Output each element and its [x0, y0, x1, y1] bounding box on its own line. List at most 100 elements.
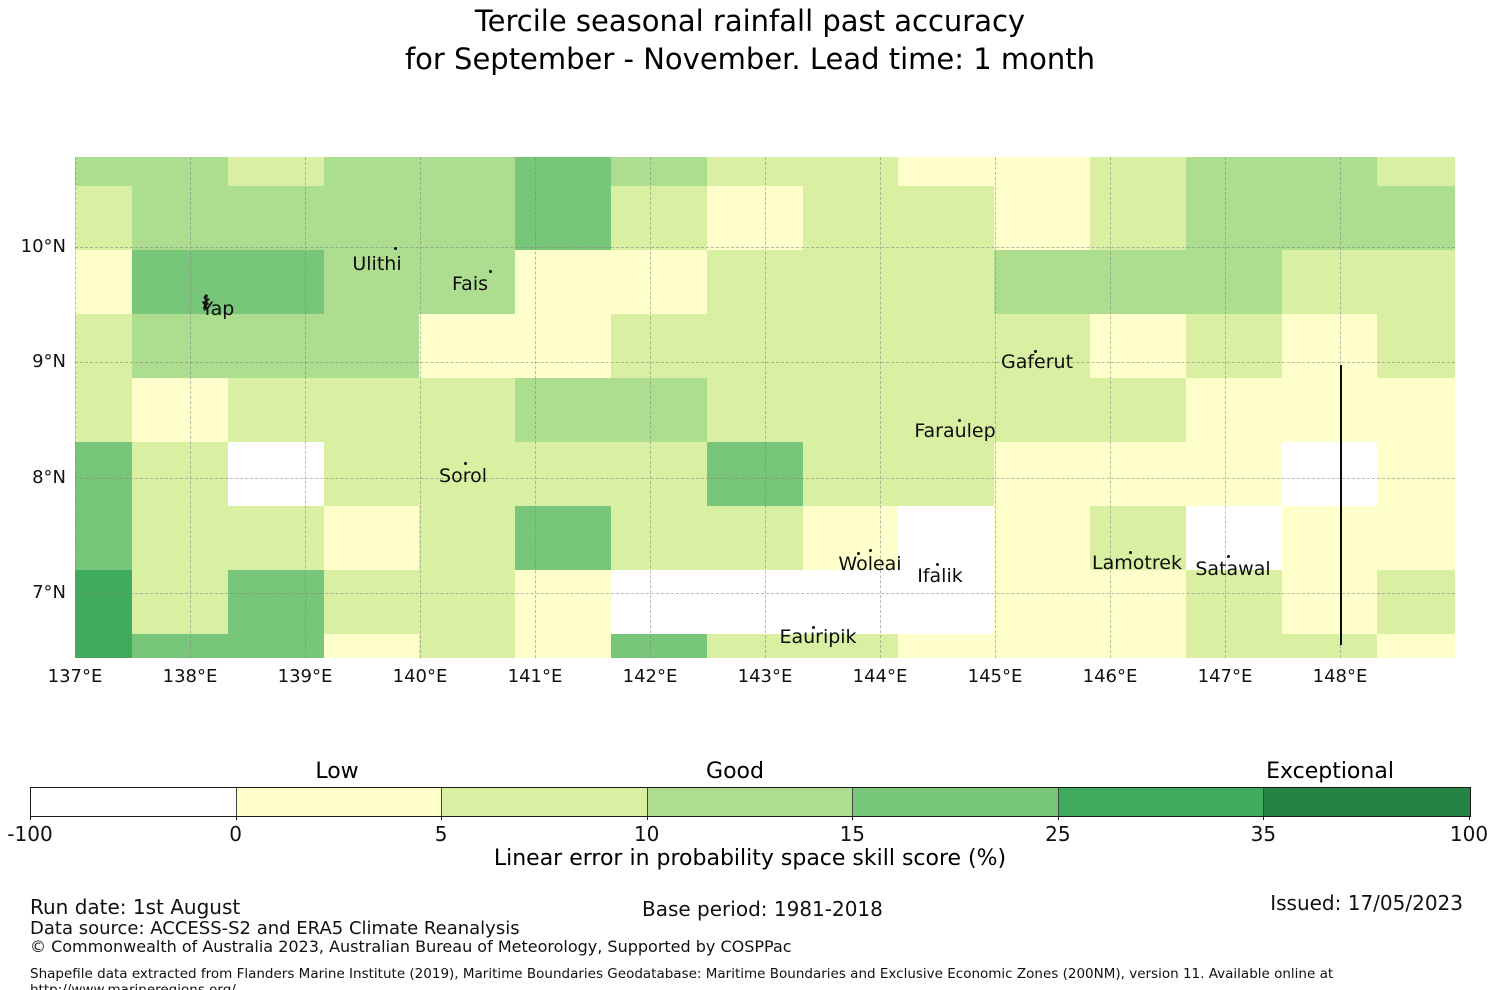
heatmap-cell	[898, 250, 995, 315]
degree-gridline-vertical	[75, 157, 76, 658]
heatmap-cell	[994, 314, 1090, 378]
heatmap-cell	[132, 633, 228, 659]
degree-gridline-vertical	[1225, 157, 1226, 658]
heatmap-cell	[227, 250, 324, 315]
heatmap-cell	[1281, 441, 1378, 506]
colorbar-tick-mark	[30, 816, 31, 820]
degree-gridline-horizontal	[75, 247, 1455, 248]
heatmap-cell	[1281, 250, 1378, 315]
heatmap-cell	[706, 633, 803, 659]
heatmap-cell	[706, 157, 803, 187]
page-title-line2: for September - November. Lead time: 1 m…	[404, 42, 1096, 76]
colorbar-tick-label: 25	[1045, 822, 1071, 846]
footer-copyright: © Commonwealth of Australia 2023, Austra…	[30, 937, 792, 956]
heatmap-cell	[75, 633, 132, 659]
heatmap-cell	[898, 505, 995, 570]
colorbar-segment	[31, 788, 237, 816]
footer-run-date: Run date: 1st August	[30, 895, 241, 919]
heatmap-cell	[898, 186, 995, 251]
heatmap-cell	[802, 314, 899, 378]
heatmap-cell	[898, 569, 995, 634]
colorbar-segment	[1264, 788, 1470, 816]
heatmap-cell	[75, 505, 132, 570]
heatmap-cell	[419, 186, 516, 251]
degree-gridline-vertical	[765, 157, 766, 658]
island-label: Eauripik	[779, 626, 857, 648]
heatmap-cell	[1090, 633, 1186, 659]
x-tick-label: 143°E	[737, 666, 793, 687]
heatmap-cell	[898, 157, 995, 187]
heatmap-cell	[419, 157, 516, 187]
heatmap-cell	[132, 157, 228, 187]
heatmap-cell	[611, 186, 707, 251]
island-label: Faraulep	[914, 420, 996, 442]
heatmap-cell	[323, 250, 420, 315]
colorbar-category-label: Exceptional	[1266, 759, 1394, 784]
degree-gridline-vertical	[880, 157, 881, 658]
heatmap-cell	[515, 633, 611, 659]
degree-gridline-vertical	[995, 157, 996, 658]
heatmap-cell	[75, 186, 132, 251]
x-tick-label: 137°E	[47, 666, 103, 687]
heatmap-cell	[1090, 441, 1186, 506]
footer-base-period: Base period: 1981-2018	[642, 897, 883, 921]
heatmap-cell	[1281, 569, 1378, 634]
heatmap-cell	[1090, 569, 1186, 634]
heatmap-cell	[419, 505, 516, 570]
x-tick-label: 146°E	[1082, 666, 1138, 687]
colorbar-tick-mark	[852, 816, 854, 820]
heatmap-cell	[132, 505, 228, 570]
island-label: Satawal	[1195, 558, 1271, 580]
heatmap-cell	[611, 441, 707, 506]
heatmap-cell	[75, 250, 132, 315]
heatmap-cell	[611, 633, 707, 659]
heatmap-cell	[994, 378, 1090, 442]
colorbar-tick-mark	[235, 816, 237, 820]
island-marker-dot	[1227, 555, 1230, 558]
heatmap-cell	[706, 186, 803, 251]
x-tick-label: 142°E	[622, 666, 678, 687]
colorbar-tick-label: 100	[1449, 822, 1489, 846]
x-tick-label: 144°E	[852, 666, 908, 687]
heatmap-cell	[1090, 505, 1186, 570]
heatmap-cell	[802, 569, 899, 634]
colorbar-segment	[1058, 788, 1265, 816]
heatmap-cell	[611, 314, 707, 378]
y-tick-label: 7°N	[32, 582, 66, 603]
heatmap-cell	[802, 186, 899, 251]
colorbar-category-label: Low	[315, 759, 359, 784]
degree-gridline-horizontal	[75, 477, 1455, 479]
colorbar-segment	[647, 788, 854, 816]
heatmap-cell	[132, 186, 228, 251]
heatmap-cell	[419, 250, 516, 315]
heatmap-cell	[1090, 157, 1186, 187]
heatmap-cell	[323, 314, 420, 378]
heatmap-cell	[1377, 441, 1455, 506]
heatmap-cell	[611, 505, 707, 570]
footer-issued: Issued: 17/05/2023	[1270, 891, 1463, 915]
island-marker-dot	[489, 270, 492, 273]
heatmap-cell	[75, 157, 132, 187]
heatmap-cell	[132, 250, 228, 315]
heatmap-cell	[227, 314, 324, 378]
colorbar-tick-mark	[646, 816, 648, 820]
heatmap-cell	[1185, 314, 1282, 378]
heatmap-cell	[1377, 505, 1455, 570]
heatmap-cell	[419, 633, 516, 659]
heatmap-cell	[611, 569, 707, 634]
colorbar-tick-label: 5	[434, 822, 448, 846]
heatmap-cell	[515, 378, 611, 442]
island-marker-dot	[1034, 350, 1037, 353]
heatmap-cell	[1090, 314, 1186, 378]
x-tick-label: 138°E	[162, 666, 218, 687]
island-label: Lamotrek	[1092, 552, 1182, 574]
heatmap-cell	[1281, 378, 1378, 442]
heatmap-cell	[994, 633, 1090, 659]
heatmap-cell	[1377, 378, 1455, 442]
heatmap-cell	[227, 441, 324, 506]
heatmap-cell	[1185, 157, 1282, 187]
page-title-line1: Tercile seasonal rainfall past accuracy	[474, 4, 1026, 38]
heatmap-cell	[419, 314, 516, 378]
heatmap-cell	[802, 378, 899, 442]
